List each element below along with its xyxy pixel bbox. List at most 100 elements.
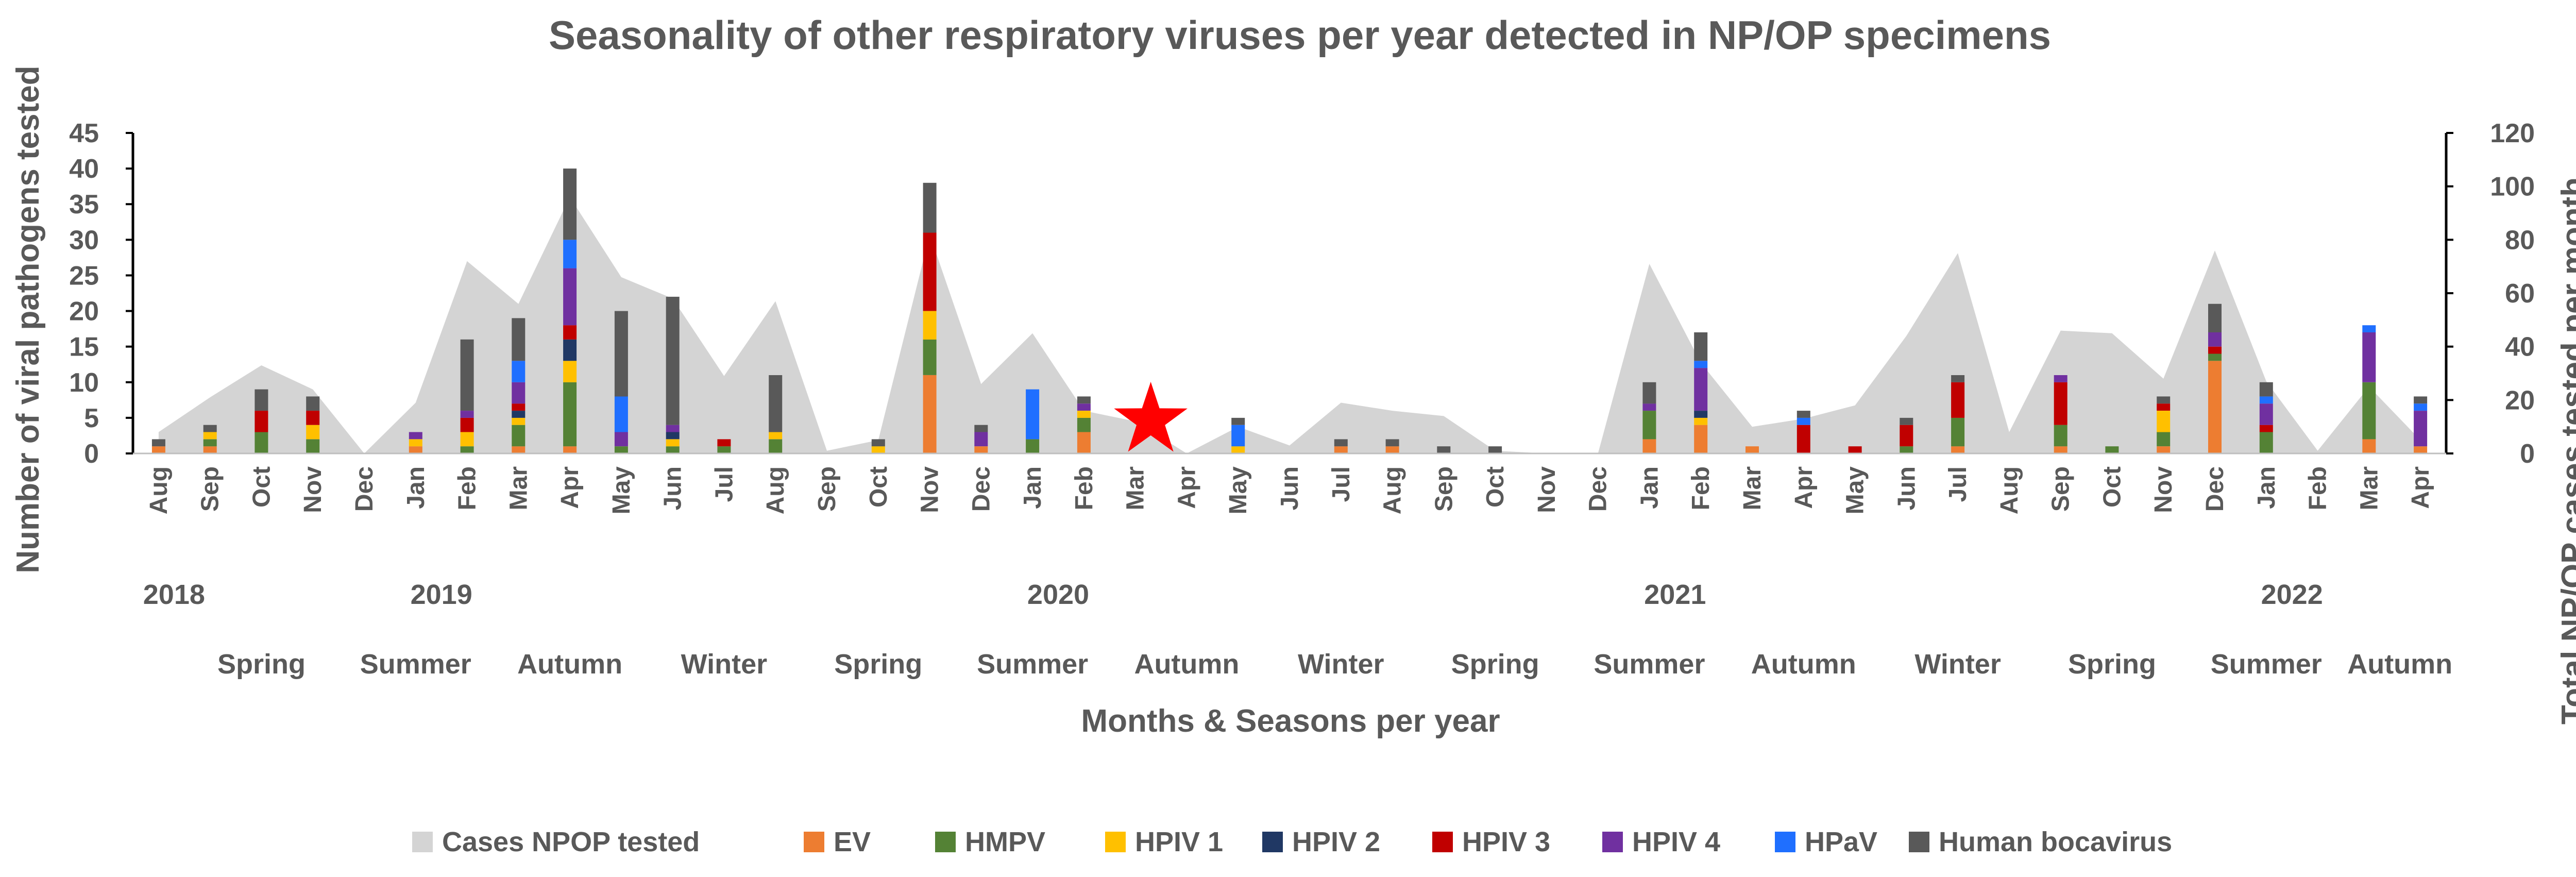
star-marker bbox=[1114, 381, 1188, 452]
x-tick-label: Dec bbox=[351, 466, 378, 512]
bar-segment-human-bocavirus bbox=[306, 396, 320, 411]
season-label: Spring bbox=[2068, 649, 2156, 680]
bar-segment-hpiv-1 bbox=[512, 417, 526, 425]
x-tick-label: Sep bbox=[1430, 466, 1458, 512]
bar-segment-ev bbox=[1334, 446, 1348, 453]
bar-segment-hpiv-2 bbox=[563, 339, 577, 361]
bar-segment-hpav bbox=[614, 396, 628, 432]
x-tick-label: Nov bbox=[299, 466, 327, 513]
bar-segment-human-bocavirus bbox=[1694, 332, 1708, 361]
bar-segment-ev bbox=[1385, 446, 1399, 453]
bar-segment-human-bocavirus bbox=[1488, 446, 1502, 453]
season-label: Spring bbox=[1451, 649, 1539, 680]
bar-segment-hpiv-1 bbox=[2157, 411, 2171, 432]
season-label: Summer bbox=[977, 649, 1088, 680]
legend-item-hmpv: HMPV bbox=[935, 827, 1045, 857]
bar-segment-hpiv-4 bbox=[512, 382, 526, 404]
bar-segment-hpiv-3 bbox=[923, 232, 937, 311]
axes-layer bbox=[126, 132, 2453, 454]
bar-segment-human-bocavirus bbox=[1231, 417, 1245, 425]
bar-segment-ev bbox=[2362, 439, 2376, 453]
legend-label: HPIV 1 bbox=[1135, 827, 1223, 857]
season-label: Winter bbox=[1298, 649, 1384, 680]
bar-segment-hmpv bbox=[512, 425, 526, 447]
legend-label: Human bocavirus bbox=[1939, 827, 2172, 857]
y2-axis-title: Total NP/OP cases tested per month bbox=[2555, 177, 2576, 724]
y2-tick-label: 40 bbox=[2505, 332, 2535, 362]
y2-tick-label: 60 bbox=[2505, 279, 2535, 309]
bar-segment-ev bbox=[2208, 361, 2222, 453]
x-tick-label: Apr bbox=[2407, 466, 2434, 509]
bar-segment-human-bocavirus bbox=[1334, 439, 1348, 447]
bar-segment-hpiv-3 bbox=[2259, 425, 2273, 432]
bar-segment-hmpv bbox=[2054, 425, 2067, 447]
season-label: Winter bbox=[1914, 649, 2001, 680]
bar-segment-hpiv-3 bbox=[512, 403, 526, 411]
bar-segment-ev bbox=[203, 446, 217, 453]
legend-item-hpiv-4: HPIV 4 bbox=[1602, 827, 1720, 857]
bar-segment-ev bbox=[2054, 446, 2067, 453]
bar-segment-hmpv bbox=[717, 446, 731, 453]
bar-segment-ev bbox=[923, 375, 937, 453]
bar-segment-hpiv-3 bbox=[1797, 425, 1810, 453]
bar-segment-hmpv bbox=[614, 446, 628, 453]
year-label: 2018 bbox=[143, 579, 205, 610]
x-tick-label: Dec bbox=[1585, 466, 1612, 512]
bar-segment-human-bocavirus bbox=[2157, 396, 2171, 404]
legend: Cases NPOP tested EV HMPV HPIV 1 HPIV 2 HPIV … bbox=[412, 827, 2172, 857]
bar-segment-ev bbox=[2157, 446, 2171, 453]
y2-tick-label: 20 bbox=[2505, 385, 2535, 415]
bar-segment-hpiv-3 bbox=[1900, 425, 1913, 447]
bar-segment-hpav bbox=[1797, 417, 1810, 425]
bar-segment-hpiv-4 bbox=[2362, 332, 2376, 382]
bar-segment-human-bocavirus bbox=[974, 425, 988, 432]
bar-segment-hpiv-3 bbox=[2157, 403, 2171, 411]
bar-segment-human-bocavirus bbox=[769, 375, 783, 432]
legend-item-hpiv-2: HPIV 2 bbox=[1262, 827, 1380, 857]
x-tick-label: Oct bbox=[2098, 466, 2126, 508]
bar-segment-hpiv-3 bbox=[1951, 382, 1965, 418]
bar-segment-ev bbox=[512, 446, 526, 453]
bar-segment-hmpv bbox=[2105, 446, 2119, 453]
x-tick-label: Jun bbox=[1276, 466, 1303, 510]
legend-item-hpav: HPaV bbox=[1775, 827, 1877, 857]
bar-segment-human-bocavirus bbox=[255, 389, 268, 411]
x-tick-label: Jun bbox=[659, 466, 687, 510]
legend-swatch bbox=[1602, 832, 1623, 852]
bar-segment-hmpv bbox=[1900, 446, 1913, 453]
legend-label: HPIV 4 bbox=[1632, 827, 1720, 857]
bar-segment-ev bbox=[1745, 446, 1759, 453]
bar-segment-human-bocavirus bbox=[563, 168, 577, 240]
y-tick-label: 15 bbox=[69, 332, 99, 362]
x-tick-label: Jan bbox=[1019, 466, 1046, 509]
bar-segment-ev bbox=[1077, 432, 1091, 453]
x-tick-label: Feb bbox=[1071, 466, 1098, 510]
bar-segment-hpav bbox=[1026, 389, 1040, 440]
bar-segment-hpiv-4 bbox=[2414, 411, 2428, 447]
y-tick-label: 45 bbox=[69, 119, 99, 148]
bar-segment-hpiv-1 bbox=[1694, 417, 1708, 425]
bar-segment-hpiv-3 bbox=[563, 325, 577, 340]
bar-segment-human-bocavirus bbox=[2414, 396, 2428, 404]
bar-segment-hpiv-4 bbox=[2054, 375, 2067, 382]
y-tick-label: 5 bbox=[84, 403, 99, 433]
year-label: 2019 bbox=[411, 579, 472, 610]
year-label: 2021 bbox=[1644, 579, 1706, 610]
bar-segment-hpiv-1 bbox=[666, 439, 680, 447]
y-tick-label: 40 bbox=[69, 154, 99, 184]
bar-segment-human-bocavirus bbox=[923, 182, 937, 233]
bar-segment-hmpv bbox=[2259, 432, 2273, 453]
bar-segment-human-bocavirus bbox=[666, 296, 680, 425]
x-tick-label: Dec bbox=[2201, 466, 2229, 512]
bar-segment-hpav bbox=[512, 361, 526, 382]
bar-segment-hpiv-3 bbox=[1848, 446, 1862, 453]
bar-segment-hpiv-2 bbox=[666, 432, 680, 440]
bar-segment-human-bocavirus bbox=[460, 339, 474, 411]
bar-segment-hmpv bbox=[2362, 382, 2376, 440]
x-tick-label: Nov bbox=[1533, 466, 1561, 513]
bar-segment-hpiv-3 bbox=[717, 439, 731, 447]
x-tick-label: Mar bbox=[2355, 466, 2383, 510]
bar-segment-human-bocavirus bbox=[2259, 382, 2273, 397]
season-label: Autumn bbox=[517, 649, 622, 680]
